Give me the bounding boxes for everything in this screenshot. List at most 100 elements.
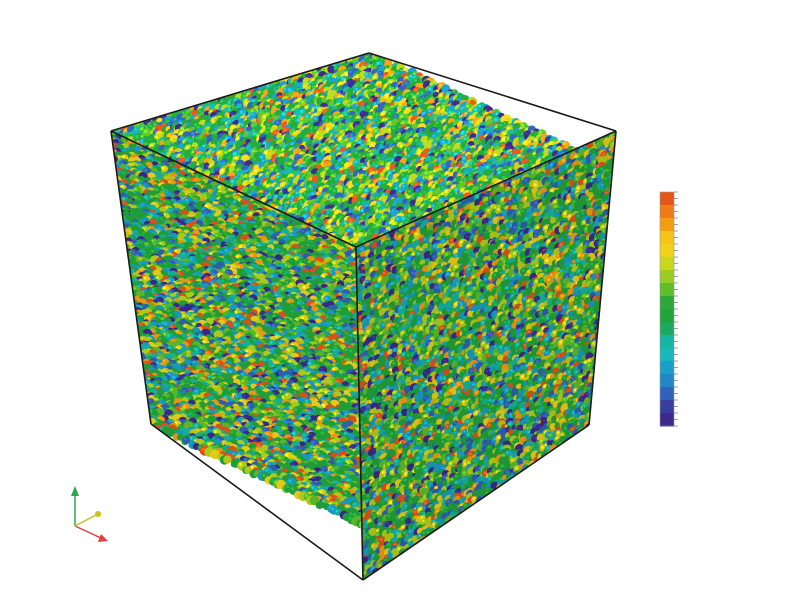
particle-highlight — [364, 162, 368, 165]
particle-highlight — [377, 156, 381, 160]
particle-highlight — [357, 165, 361, 169]
particle-highlight — [384, 66, 388, 69]
particle-highlight — [405, 165, 408, 168]
particle-highlight — [415, 138, 419, 142]
particle-highlight — [264, 108, 268, 112]
particle-highlight — [434, 143, 437, 146]
particle-highlight — [349, 133, 353, 137]
particle-highlight — [381, 215, 385, 219]
particle-highlight — [180, 127, 184, 131]
particle-highlight — [386, 166, 390, 170]
particle-highlight — [263, 141, 267, 145]
particle-highlight — [409, 75, 413, 78]
particle-highlight — [395, 187, 398, 190]
particle-highlight — [400, 210, 403, 213]
particle-highlight — [310, 66, 313, 70]
particle-highlight — [350, 137, 354, 141]
particle-highlight — [409, 100, 413, 104]
particle-highlight — [375, 171, 378, 174]
particle-highlight — [381, 58, 384, 61]
particle-highlight — [402, 184, 405, 188]
particle-highlight — [521, 132, 524, 136]
particle-highlight — [231, 125, 235, 129]
particle-highlight — [277, 85, 281, 89]
particle-highlight — [291, 100, 294, 104]
particle-highlight — [453, 115, 457, 118]
particle-highlight — [483, 150, 487, 154]
particle-highlight — [454, 188, 458, 192]
particle-highlight — [461, 131, 465, 135]
particle-highlight — [358, 153, 361, 157]
particle-highlight — [304, 157, 309, 161]
particle-highlight — [225, 124, 229, 128]
particle-highlight — [361, 165, 364, 168]
particle-highlight — [362, 136, 366, 140]
particle-highlight — [437, 129, 440, 133]
particle-highlight — [344, 72, 348, 76]
particle-highlight — [401, 121, 405, 125]
particle-highlight — [463, 178, 467, 182]
particle-highlight — [191, 150, 195, 154]
particle-highlight — [328, 219, 332, 223]
particle-highlight — [466, 104, 470, 108]
particle-highlight — [494, 118, 498, 122]
particle-highlight — [283, 128, 287, 132]
particle-highlight — [334, 115, 338, 119]
particle-highlight — [250, 183, 254, 186]
particle-highlight — [332, 189, 336, 193]
particle-highlight — [424, 171, 428, 175]
particle-highlight — [360, 63, 364, 67]
particle-highlight — [303, 192, 307, 195]
particle-highlight — [405, 93, 409, 98]
particle-highlight — [441, 105, 446, 109]
particle-highlight — [355, 75, 359, 79]
particle-highlight — [334, 126, 337, 129]
particle-highlight — [135, 135, 139, 139]
particle-highlight — [242, 113, 246, 117]
particle-highlight — [392, 126, 396, 130]
particle-highlight — [290, 199, 293, 202]
particle-highlight — [398, 189, 402, 193]
particle-highlight — [274, 168, 279, 172]
particle-highlight — [304, 207, 308, 211]
particle-highlight — [375, 113, 379, 117]
particle-highlight — [239, 128, 243, 132]
particle-highlight — [205, 164, 209, 168]
particle-highlight — [524, 131, 528, 135]
particle-highlight — [364, 119, 368, 123]
particle-highlight — [398, 163, 402, 167]
particle-highlight — [311, 192, 315, 196]
particle-highlight — [270, 167, 274, 171]
particle-highlight — [426, 92, 429, 95]
particle-highlight — [402, 216, 405, 220]
particle-highlight — [300, 146, 303, 149]
particle-highlight — [366, 105, 371, 109]
particle-highlight — [428, 87, 432, 91]
particle-highlight — [473, 162, 477, 166]
particle-highlight — [546, 137, 550, 141]
particle-highlight — [544, 144, 548, 147]
particle-highlight — [275, 121, 280, 125]
particle-highlight — [373, 102, 377, 105]
particle-highlight — [312, 85, 316, 89]
particle-highlight — [463, 137, 467, 140]
particle-highlight — [433, 92, 437, 96]
particle-highlight — [359, 83, 363, 87]
particle-highlight — [507, 126, 511, 130]
particle-highlight — [277, 93, 280, 96]
particle-highlight — [292, 163, 296, 167]
particle-highlight — [320, 88, 324, 92]
particle-highlight — [502, 131, 506, 135]
particle-highlight — [300, 117, 303, 120]
particle-highlight — [294, 80, 297, 84]
particle-highlight — [429, 175, 433, 180]
particle-highlight — [295, 191, 299, 194]
particle-highlight — [334, 66, 338, 70]
particle-highlight — [264, 167, 268, 170]
particle-highlight — [457, 183, 461, 187]
particle-highlight — [437, 107, 441, 111]
particle-highlight — [355, 87, 358, 91]
particle-highlight — [326, 127, 330, 131]
particle-highlight — [444, 189, 448, 194]
